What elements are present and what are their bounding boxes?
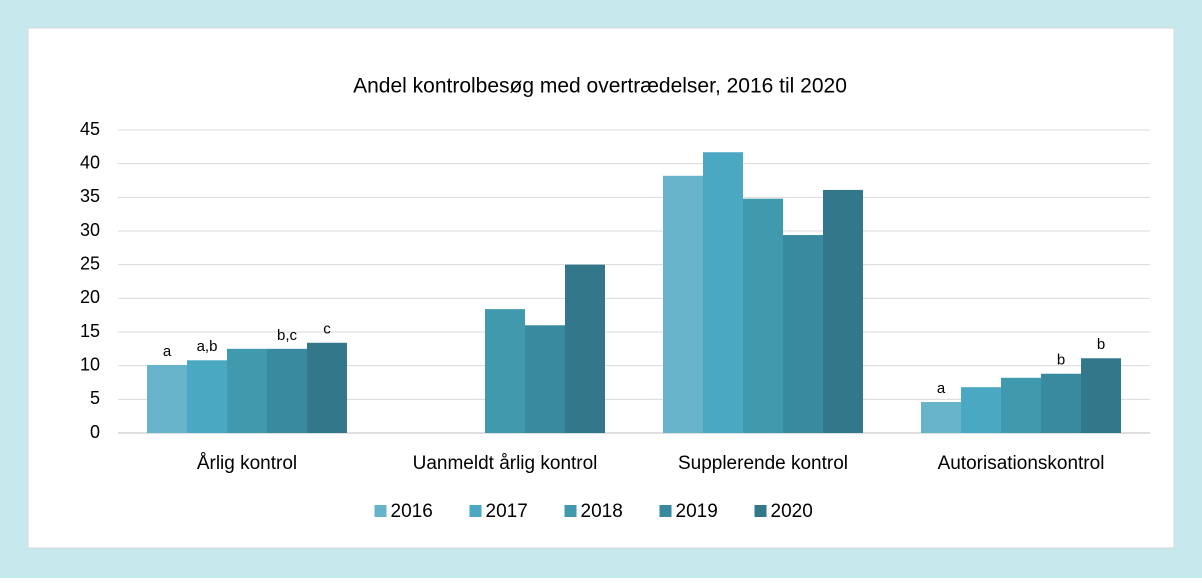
bar xyxy=(703,152,743,433)
legend-label: 2019 xyxy=(676,501,718,522)
bar xyxy=(783,235,823,433)
x-tick-label: Uanmeldt årlig kontrol xyxy=(413,453,598,474)
y-tick-label: 45 xyxy=(80,119,100,139)
y-tick-label: 35 xyxy=(80,186,100,206)
bar xyxy=(147,364,187,433)
y-tick-label: 10 xyxy=(80,354,100,374)
bar xyxy=(485,309,525,433)
annotation: b xyxy=(1057,352,1065,369)
bar xyxy=(307,342,347,433)
bar xyxy=(565,264,605,433)
legend-swatch xyxy=(564,505,577,517)
bar xyxy=(921,402,961,433)
y-tick-label: 40 xyxy=(80,152,100,172)
legend-label: 2018 xyxy=(581,501,623,522)
y-tick-label: 5 xyxy=(90,388,100,408)
bar xyxy=(663,175,703,433)
bar xyxy=(1041,373,1081,433)
bar xyxy=(267,348,307,433)
legend-label: 2017 xyxy=(486,501,528,522)
bar xyxy=(961,387,1001,433)
annotation: a,b xyxy=(197,338,218,355)
legend-swatch xyxy=(374,505,387,517)
annotation: a xyxy=(937,380,946,397)
legend-swatch xyxy=(469,505,482,517)
annotation: a xyxy=(163,343,172,360)
legend-swatch xyxy=(659,505,672,517)
bar xyxy=(1001,377,1041,433)
bar xyxy=(743,198,783,433)
legend-label: 2016 xyxy=(391,501,433,522)
y-tick-label: 15 xyxy=(80,321,100,341)
x-tick-label: Årlig kontrol xyxy=(197,453,297,474)
x-tick-label: Autorisationskontrol xyxy=(938,453,1105,474)
chart-title: Andel kontrolbesøg med overtrædelser, 20… xyxy=(353,75,847,98)
y-tick-label: 30 xyxy=(80,220,100,240)
legend-swatch xyxy=(754,505,767,517)
annotation: c xyxy=(323,321,331,338)
bar xyxy=(1081,358,1121,433)
x-tick-label: Supplerende kontrol xyxy=(678,453,848,474)
annotation: b xyxy=(1097,336,1105,353)
y-tick-label: 0 xyxy=(90,422,100,442)
bar xyxy=(823,189,863,433)
legend-label: 2020 xyxy=(771,501,813,522)
y-tick-label: 20 xyxy=(80,287,100,307)
bar xyxy=(227,348,267,433)
annotation: b,c xyxy=(277,327,298,344)
bar xyxy=(187,360,227,433)
bar xyxy=(525,325,565,433)
y-tick-label: 25 xyxy=(80,253,100,273)
